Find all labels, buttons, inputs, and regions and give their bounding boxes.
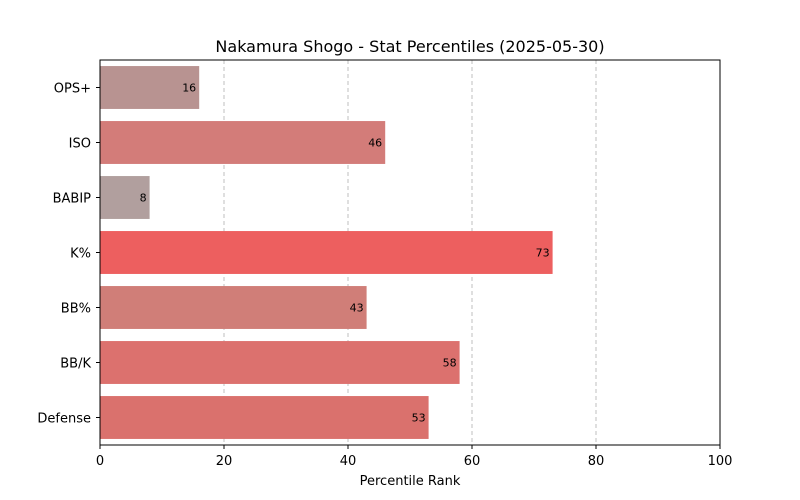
bar-defense (100, 396, 429, 439)
y-tick-label-ops: OPS+ (54, 82, 91, 97)
y-tick-label-k: K% (70, 247, 91, 262)
y-tick-label-defense: Defense (37, 412, 91, 427)
bar-bb-k (100, 341, 460, 384)
data-label-bb: 43 (350, 302, 364, 315)
data-label-ops: 16 (182, 82, 196, 95)
y-tick-label-iso: ISO (69, 137, 91, 152)
chart-title: Nakamura Shogo - Stat Percentiles (2025-… (215, 37, 604, 56)
bar-bb (100, 286, 367, 329)
data-labels: 16 46 8 73 43 58 53 (140, 82, 550, 425)
x-axis-label: Percentile Rank (360, 474, 461, 489)
x-tick-label-20: 20 (216, 454, 233, 469)
data-label-k: 73 (536, 247, 550, 260)
data-label-defense: 53 (412, 412, 426, 425)
data-label-babip: 8 (140, 192, 147, 205)
bar-iso (100, 121, 386, 164)
y-tick-label-bb-k: BB/K (60, 357, 91, 372)
y-axis: OPS+ ISO BABIP K% BB% BB/K Defense (37, 82, 100, 427)
bar-ops (100, 66, 200, 109)
x-tick-label-60: 60 (464, 454, 481, 469)
x-tick-label-0: 0 (96, 454, 104, 469)
bar-k (100, 231, 553, 274)
bars (100, 66, 553, 439)
y-tick-label-bb: BB% (61, 302, 91, 317)
y-tick-label-babip: BABIP (53, 192, 92, 207)
x-tick-label-80: 80 (588, 454, 605, 469)
x-tick-label-100: 100 (708, 454, 733, 469)
data-label-iso: 46 (368, 137, 382, 150)
bar-babip (100, 176, 150, 219)
x-axis: 0 20 40 60 80 100 (96, 445, 733, 469)
data-label-bb-k: 58 (443, 357, 457, 370)
x-tick-label-40: 40 (340, 454, 357, 469)
